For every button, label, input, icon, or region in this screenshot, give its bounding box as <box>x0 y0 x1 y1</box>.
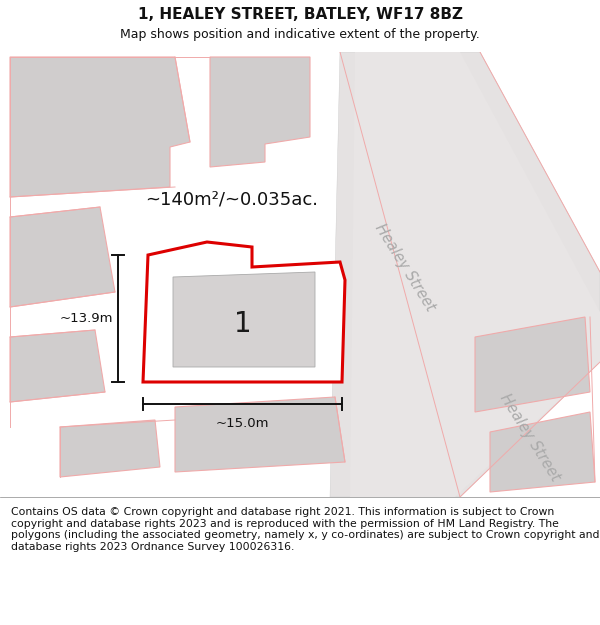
Polygon shape <box>143 242 345 382</box>
Polygon shape <box>60 420 160 477</box>
Polygon shape <box>490 412 595 492</box>
Polygon shape <box>10 57 190 197</box>
Polygon shape <box>10 207 115 307</box>
Text: Healey Street: Healey Street <box>372 221 438 313</box>
Text: 1: 1 <box>234 310 252 338</box>
Polygon shape <box>350 52 600 497</box>
Text: ~140m²/~0.035ac.: ~140m²/~0.035ac. <box>145 191 318 209</box>
Polygon shape <box>475 317 590 412</box>
Text: Map shows position and indicative extent of the property.: Map shows position and indicative extent… <box>120 28 480 41</box>
Polygon shape <box>173 272 315 367</box>
Polygon shape <box>10 330 105 402</box>
Text: ~15.0m: ~15.0m <box>215 417 269 430</box>
Polygon shape <box>330 52 600 497</box>
Text: Contains OS data © Crown copyright and database right 2021. This information is : Contains OS data © Crown copyright and d… <box>11 508 599 552</box>
Polygon shape <box>175 397 345 472</box>
Text: Healey Street: Healey Street <box>497 391 563 483</box>
Polygon shape <box>210 57 310 167</box>
Text: ~13.9m: ~13.9m <box>59 312 113 325</box>
Text: 1, HEALEY STREET, BATLEY, WF17 8BZ: 1, HEALEY STREET, BATLEY, WF17 8BZ <box>137 8 463 22</box>
